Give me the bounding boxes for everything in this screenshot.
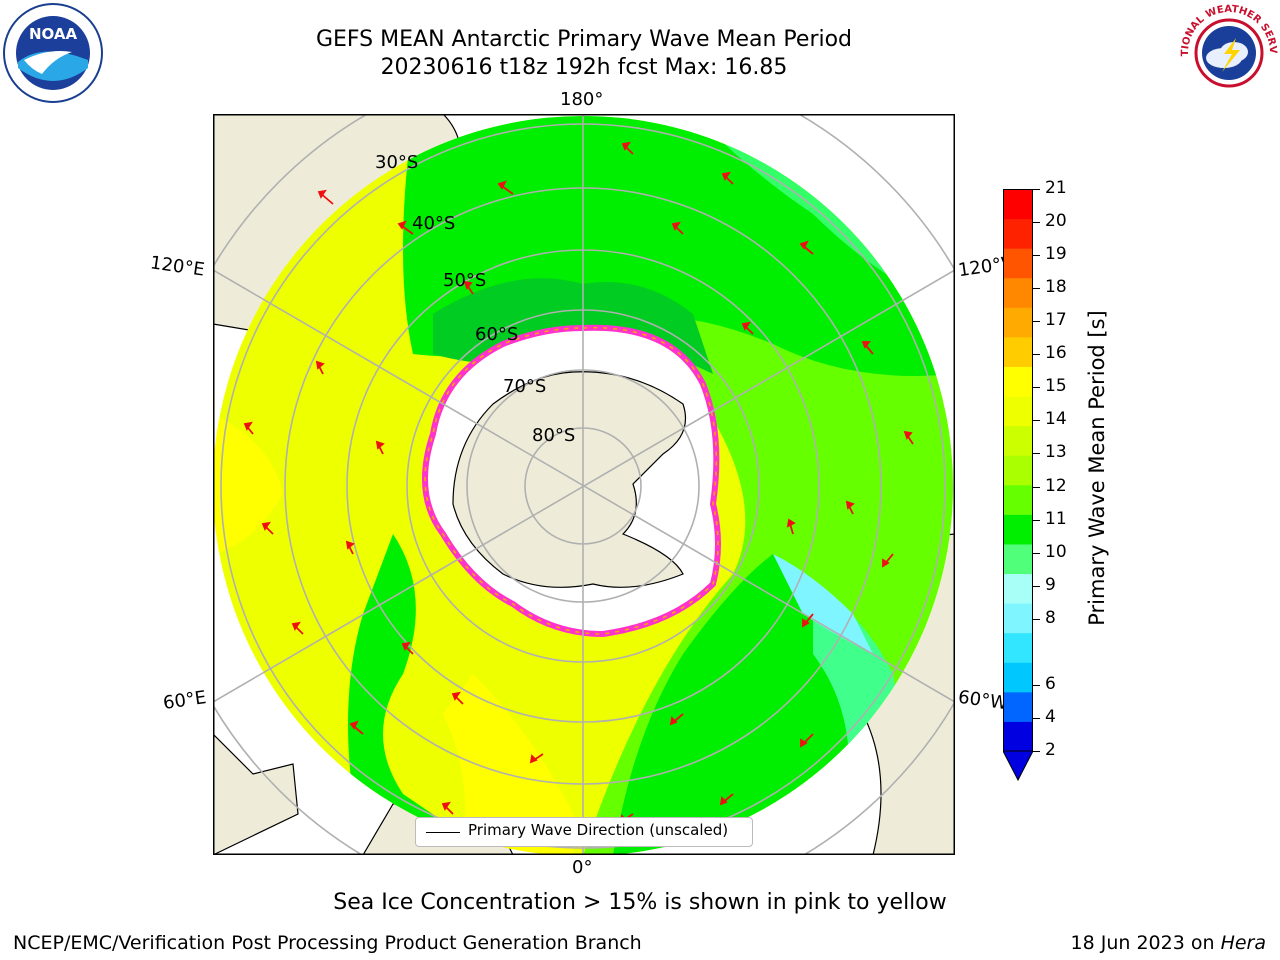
footer-credit: NCEP/EMC/Verification Post Processing Pr… — [13, 932, 642, 954]
colorbar-step — [1003, 189, 1033, 220]
colorbar-tick-label: 18 — [1045, 277, 1067, 298]
colorbar-tick-label: 19 — [1045, 244, 1067, 265]
colorbar-tick-mark — [1033, 255, 1040, 257]
map-legend: Primary Wave Direction (unscaled) — [415, 817, 753, 847]
colorbar — [1002, 189, 1034, 782]
colorbar-step — [1003, 366, 1033, 397]
noaa-logo: NOAA — [2, 2, 104, 104]
colorbar-tick-label: 9 — [1045, 574, 1056, 595]
colorbar-step — [1003, 691, 1033, 722]
colorbar-step — [1003, 721, 1033, 752]
colorbar-tick-mark — [1033, 321, 1040, 323]
colorbar-tick-mark — [1033, 453, 1040, 455]
colorbar-tick-mark — [1033, 618, 1040, 620]
colorbar-tick-mark — [1033, 189, 1040, 190]
lon-label-0: 0° — [572, 857, 593, 878]
colorbar-step — [1003, 396, 1033, 427]
colorbar-tick-label: 13 — [1045, 442, 1067, 463]
colorbar-step — [1003, 248, 1033, 279]
lon-label-120e: 120°E — [148, 252, 206, 281]
colorbar-tick-label: 10 — [1045, 541, 1067, 562]
land-madagascar — [213, 733, 299, 855]
colorbar-tick-mark — [1033, 519, 1040, 521]
colorbar-step — [1003, 603, 1033, 634]
colorbar-extend-arrow — [1002, 750, 1034, 782]
lat-label-30s: 30°S — [375, 152, 419, 173]
colorbar-tick-label: 14 — [1045, 409, 1067, 430]
colorbar-step — [1003, 573, 1033, 604]
wave-direction-arrows — [243, 141, 914, 824]
colorbar-step — [1003, 336, 1033, 367]
colorbar-title: Primary Wave Mean Period [s] — [1085, 310, 1109, 626]
colorbar-tick-mark — [1033, 585, 1040, 587]
lon-label-180: 180° — [560, 89, 604, 110]
colorbar-tick-mark — [1033, 222, 1040, 224]
colorbar-step — [1003, 484, 1033, 515]
noaa-logo-text: NOAA — [29, 25, 78, 43]
colorbar-tick-label: 8 — [1045, 607, 1056, 628]
footer-date: 18 Jun 2023 on Hera — [1071, 932, 1266, 954]
lat-label-70s: 70°S — [503, 376, 547, 397]
lat-label-60s: 60°S — [475, 324, 519, 345]
colorbar-tick-mark — [1033, 717, 1040, 719]
colorbar-ticks: 2 4 6 8 9 10 11 12 13 14 15 16 17 18 19 20 21 — [1033, 178, 1083, 760]
sea-ice-note: Sea Ice Concentration > 15% is shown in … — [333, 890, 947, 915]
colorbar-tick-label: 17 — [1045, 310, 1067, 331]
colorbar-tick-label: 21 — [1045, 178, 1067, 198]
colorbar-step — [1003, 425, 1033, 456]
colorbar-step — [1003, 514, 1033, 545]
lat-label-80s: 80°S — [532, 425, 576, 446]
colorbar-tick-mark — [1033, 486, 1040, 488]
colorbar-step — [1003, 662, 1033, 693]
colorbar-tick-mark — [1033, 751, 1040, 752]
legend-line — [426, 832, 460, 833]
colorbar-step — [1003, 632, 1033, 663]
colorbar-tick-mark — [1033, 684, 1040, 686]
colorbar-tick-label: 6 — [1045, 673, 1056, 694]
colorbar-tick-mark — [1033, 420, 1040, 422]
map-panel: Primary Wave Direction (unscaled) 30°S 4… — [152, 55, 1014, 917]
colorbar-tick-label: 20 — [1045, 211, 1067, 232]
footer-host: Hera — [1220, 932, 1266, 954]
nws-logo: NATIONAL WEATHER SERVICE — [1174, 0, 1280, 104]
colorbar-tick-label: 2 — [1045, 740, 1056, 760]
lat-label-50s: 50°S — [443, 270, 487, 291]
legend-label: Primary Wave Direction (unscaled) — [468, 821, 729, 839]
colorbar-step — [1003, 277, 1033, 308]
lon-label-60w: 60°W — [956, 686, 1009, 715]
footer-date-text: 18 Jun 2023 on — [1070, 932, 1221, 954]
colorbar-step — [1003, 455, 1033, 486]
chart-subtitle: 20230616 t18z 192h fcst Max: 16.85 — [380, 55, 788, 80]
polar-map — [152, 55, 1014, 917]
lat-label-40s: 40°S — [412, 213, 456, 234]
colorbar-tick-mark — [1033, 387, 1040, 389]
chart-title: GEFS MEAN Antarctic Primary Wave Mean Pe… — [315, 27, 853, 52]
colorbar-tick-label: 16 — [1045, 343, 1067, 364]
colorbar-tick-label: 15 — [1045, 376, 1067, 397]
colorbar-tick-label: 11 — [1045, 508, 1067, 529]
colorbar-tick-label: 12 — [1045, 475, 1067, 496]
colorbar-tick-mark — [1033, 288, 1040, 290]
colorbar-tick-mark — [1033, 354, 1040, 356]
colorbar-tick-label: 4 — [1045, 706, 1056, 727]
lon-label-60e: 60°E — [161, 687, 208, 714]
colorbar-step — [1003, 307, 1033, 338]
colorbar-step — [1003, 218, 1033, 249]
colorbar-steps — [1003, 189, 1033, 752]
colorbar-step — [1003, 543, 1033, 575]
colorbar-tick-mark — [1033, 552, 1040, 554]
